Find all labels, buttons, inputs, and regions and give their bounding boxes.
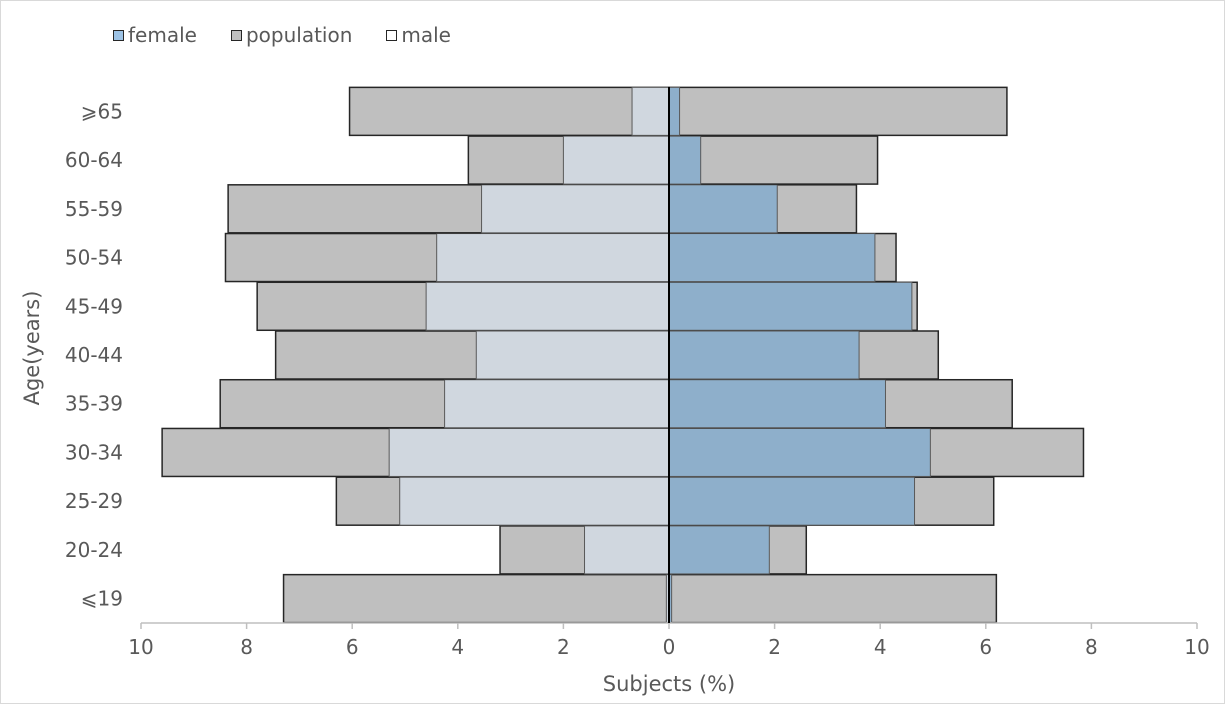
bar-left-inner-age-1 <box>584 525 670 575</box>
bar-right-inner-age-5 <box>668 330 860 380</box>
bar-left-inner-age-5 <box>475 330 670 380</box>
x-tick-label-10: 10 <box>1184 635 1209 659</box>
legend-swatch-male <box>386 29 398 41</box>
bar-right-inner-age-8 <box>668 184 778 234</box>
bars-group <box>161 86 1085 624</box>
category-label-age-8: 55-59 <box>65 197 123 221</box>
x-tick-labels: 10 8 6 4 2 0 2 4 6 8 10 <box>128 623 1210 659</box>
legend-swatch-population <box>230 29 242 41</box>
bar-right-inner-age-2 <box>668 476 916 526</box>
bar-right-inner-age-1 <box>668 525 770 575</box>
legend-label-male: male <box>401 23 451 47</box>
legend-swatch-female <box>113 29 124 41</box>
x-tick-label-4: 2 <box>557 635 570 659</box>
x-tick-label-8: 6 <box>979 635 992 659</box>
category-label-age-4: 35-39 <box>65 392 123 416</box>
bar-right-outer-age-0 <box>668 573 998 624</box>
category-label-age-6: 45-49 <box>65 294 123 318</box>
category-label-age-3: 30-34 <box>65 440 123 464</box>
bar-left-inner-age-9 <box>562 135 670 185</box>
y-axis-label: Age(years) <box>20 291 44 406</box>
x-tick-label-0: 10 <box>128 635 153 659</box>
bar-right-inner-age-10 <box>668 86 681 136</box>
category-label-age-7: 50-54 <box>65 246 123 270</box>
category-label-age-9: 60-64 <box>65 148 123 172</box>
bar-right-inner-age-3 <box>668 427 931 477</box>
bar-left-inner-age-10 <box>631 86 670 136</box>
bar-left-outer-age-0 <box>282 573 670 624</box>
x-tick-label-6: 2 <box>768 635 781 659</box>
x-tick-label-9: 8 <box>1085 635 1098 659</box>
bar-left-inner-age-4 <box>444 379 670 429</box>
category-label-age-2: 25-29 <box>65 489 123 513</box>
x-tick-label-2: 6 <box>346 635 359 659</box>
legend-item-male: male <box>386 23 451 47</box>
bar-right-outer-age-10 <box>668 86 1008 137</box>
bar-left-inner-age-2 <box>399 476 670 526</box>
category-label-age-1: 20-24 <box>65 538 123 562</box>
x-tick-label-7: 4 <box>874 635 887 659</box>
category-labels: ⩽19 20-24 25-29 30-34 35-39 40-44 45-49 50-54 55… <box>65 99 123 610</box>
bar-right-inner-age-7 <box>668 233 876 283</box>
legend-item-population: population <box>230 23 353 47</box>
legend-item-female: female <box>113 23 197 47</box>
bar-left-inner-age-8 <box>481 184 670 234</box>
bar-left-inner-age-7 <box>436 233 670 283</box>
legend-label-population: population <box>245 23 353 47</box>
x-tick-label-5: 0 <box>663 635 676 659</box>
x-tick-label-3: 4 <box>451 635 464 659</box>
category-label-age-10: ⩾65 <box>81 99 123 123</box>
bar-left-inner-age-3 <box>388 427 670 477</box>
bar-right-inner-age-6 <box>668 281 913 331</box>
legend-label-female: female <box>128 23 197 47</box>
x-tick-label-1: 8 <box>240 635 253 659</box>
category-label-age-0: ⩽19 <box>81 587 123 611</box>
bar-left-inner-age-6 <box>425 281 670 331</box>
bar-left-outer-age-10 <box>348 86 670 137</box>
bar-right-inner-age-9 <box>668 135 702 185</box>
bar-right-inner-age-4 <box>668 379 886 429</box>
legend: female population male <box>113 23 451 47</box>
x-axis-label: Subjects (%) <box>603 672 735 696</box>
category-label-age-5: 40-44 <box>65 343 123 367</box>
